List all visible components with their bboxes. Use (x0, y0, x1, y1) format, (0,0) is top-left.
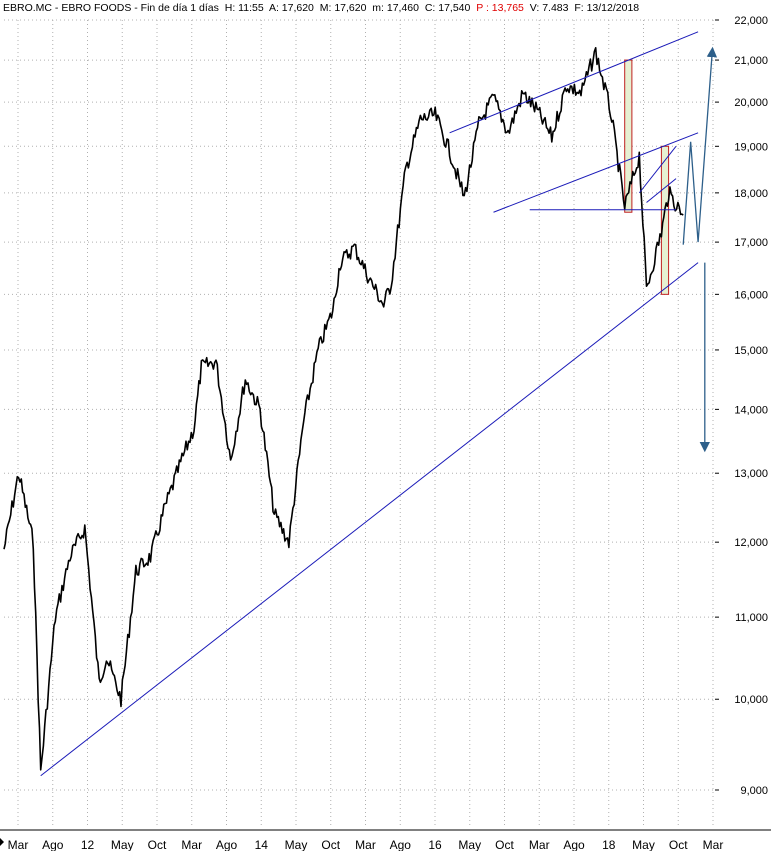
y-tick-label: 10,000 (734, 694, 768, 706)
open-label: A: 17,620 (268, 2, 314, 14)
x-tick-label: Mar (703, 838, 724, 851)
y-tick-label: 21,000 (734, 55, 768, 67)
x-tick-label: May (285, 838, 308, 851)
y-tick-label: 18,000 (734, 188, 768, 200)
y-tick-label: 9,000 (740, 785, 768, 797)
scroll-left-icon[interactable] (0, 838, 4, 846)
x-tick-label: Ago (42, 838, 64, 851)
date-label: F: 13/12/2018 (574, 2, 640, 14)
x-tick-label: May (632, 838, 655, 851)
y-axis: 9,000 10,000 11,000 12,000 13,000 14,000 15,00… (715, 15, 768, 797)
support-trendline (40, 262, 699, 777)
x-tick-label: Mar (355, 838, 376, 851)
short-channel-upper (638, 145, 677, 194)
channel-lower-line (493, 132, 699, 213)
x-tick-label: 16 (428, 838, 442, 851)
x-tick-label: Oct (148, 838, 167, 851)
volume-label: V: 7.483 (529, 2, 569, 14)
y-tick-label: 20,000 (734, 97, 768, 109)
chart-header: EBRO.MC - EBRO FOODS - Fin de día 1 días… (3, 0, 640, 16)
annotation-lines (40, 31, 718, 777)
x-tick-label: May (458, 838, 481, 851)
y-tick-label: 16,000 (734, 289, 768, 301)
highlight-box (624, 59, 633, 213)
x-tick-label: Ago (563, 838, 585, 851)
x-axis: Mar Ago 12 May Oct Mar Ago 14 May Oct Mar Ago 16 May O… (0, 829, 771, 852)
y-tick-label: 17,000 (734, 237, 768, 249)
x-tick-label: 12 (81, 838, 95, 851)
y-tick-label: 19,000 (734, 141, 768, 153)
y-tick-label: 13,000 (734, 468, 768, 480)
x-tick-label: Mar (8, 838, 29, 851)
x-tick-label: May (111, 838, 134, 851)
price-series (3, 47, 684, 771)
y-tick-label: 11,000 (735, 612, 768, 624)
x-tick-label: 14 (255, 838, 269, 851)
short-channel-lower (646, 178, 677, 203)
close-label: C: 17,540 (424, 2, 471, 14)
x-tick-label: Mar (181, 838, 202, 851)
x-tick-label: 18 (602, 838, 616, 851)
projection-arrow-up (682, 46, 718, 245)
low-label: m: 17,460 (372, 2, 419, 14)
price-line (3, 47, 684, 771)
channel-upper-line (449, 31, 699, 134)
hour-label: H: 11:55 (224, 2, 264, 14)
cursor-price-label: P : 13,765 (476, 2, 524, 14)
y-tick-label: 14,000 (734, 404, 768, 416)
x-tick-label: Oct (495, 838, 514, 851)
y-tick-label: 22,000 (734, 15, 768, 27)
y-tick-label: 12,000 (734, 537, 768, 549)
x-tick-label: Oct (321, 838, 340, 851)
highlight-box (660, 145, 670, 295)
x-tick-label: Ago (216, 838, 238, 851)
grid (4, 19, 715, 826)
symbol-label: EBRO.MC - EBRO FOODS - Fin de día 1 días (3, 2, 219, 14)
x-tick-label: Mar (529, 838, 550, 851)
x-tick-label: Oct (669, 838, 688, 851)
x-tick-label: Ago (390, 838, 412, 851)
y-tick-label: 15,000 (734, 345, 768, 357)
high-label: M: 17,620 (319, 2, 367, 14)
